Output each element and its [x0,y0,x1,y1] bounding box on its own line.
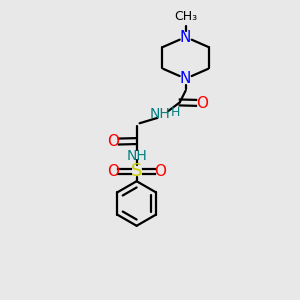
Text: O: O [107,134,119,149]
Text: S: S [131,162,142,180]
Text: NH: NH [150,107,171,121]
Text: O: O [196,95,208,110]
Text: CH₃: CH₃ [174,10,197,23]
Text: H: H [171,106,181,119]
Text: O: O [107,164,119,179]
Text: N: N [180,71,191,86]
Text: N: N [180,30,191,45]
Text: NH: NH [126,149,147,163]
Text: O: O [154,164,166,179]
